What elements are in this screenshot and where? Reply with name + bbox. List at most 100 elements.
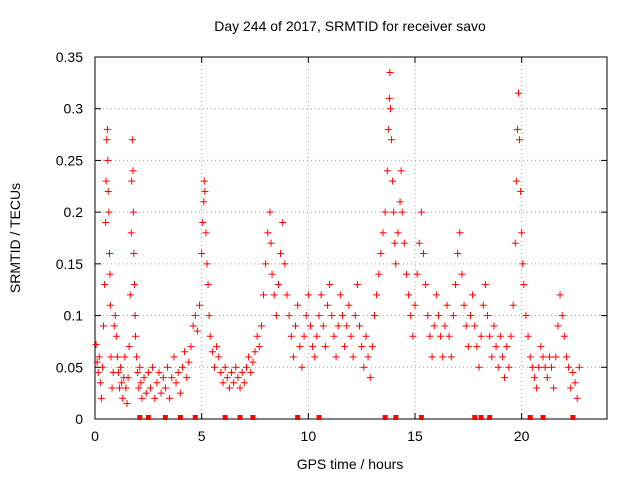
data-point [409, 332, 417, 340]
data-point [313, 332, 321, 340]
data-point [210, 363, 218, 371]
data-point [498, 353, 506, 361]
zero-marker [478, 415, 484, 420]
data-point [458, 270, 466, 278]
zero-marker [162, 415, 168, 420]
data-point [569, 368, 577, 376]
data-point [396, 198, 404, 206]
data-point [370, 312, 378, 320]
data-point [575, 363, 583, 371]
data-point [336, 291, 344, 299]
data-point [225, 384, 233, 392]
data-point [541, 363, 549, 371]
data-point [267, 239, 275, 247]
data-point [379, 229, 387, 237]
data-point [155, 368, 163, 376]
data-point [456, 229, 464, 237]
data-point [144, 368, 152, 376]
data-point [146, 384, 154, 392]
data-point [277, 250, 285, 258]
data-point [484, 312, 492, 320]
data-point [424, 312, 432, 320]
data-point [543, 374, 551, 382]
data-point [454, 250, 462, 258]
data-point [247, 368, 255, 376]
data-point [196, 301, 204, 309]
data-point [391, 239, 399, 247]
data-point [112, 332, 120, 340]
data-point [539, 353, 547, 361]
y-tick-label: 0.2 [64, 204, 84, 220]
data-point [449, 312, 457, 320]
data-point [537, 343, 545, 351]
data-point [266, 208, 274, 216]
data-point [135, 384, 143, 392]
data-point [170, 353, 178, 361]
zero-marker [472, 415, 478, 420]
data-point [129, 208, 137, 216]
zero-marker [487, 415, 493, 420]
data-point [394, 229, 402, 237]
data-point [405, 291, 413, 299]
data-point [102, 218, 110, 226]
data-point [128, 177, 136, 185]
data-point [119, 394, 127, 402]
data-point [522, 312, 530, 320]
data-point [149, 363, 157, 371]
data-point [434, 312, 442, 320]
data-point [326, 281, 334, 289]
data-point [104, 187, 112, 195]
data-point [103, 125, 111, 133]
data-point [223, 374, 231, 382]
data-point [548, 363, 556, 371]
y-tick-label: 0.25 [56, 152, 83, 168]
data-point [516, 136, 524, 144]
data-point [118, 379, 126, 387]
data-point [140, 374, 148, 382]
data-point [107, 353, 115, 361]
data-point [524, 332, 532, 340]
data-point [402, 270, 410, 278]
data-point [494, 363, 502, 371]
data-point [257, 322, 265, 330]
data-point [94, 368, 102, 376]
data-point [96, 379, 104, 387]
data-point [530, 374, 538, 382]
data-point [319, 322, 327, 330]
data-point [116, 384, 124, 392]
data-point [251, 348, 259, 356]
data-point [460, 301, 468, 309]
zero-marker [382, 415, 388, 420]
data-point [415, 239, 423, 247]
data-point [368, 343, 376, 351]
data-point [217, 368, 225, 376]
data-point [187, 343, 195, 351]
data-point [193, 327, 201, 335]
data-point [262, 260, 270, 268]
data-point [385, 94, 393, 102]
data-point [106, 301, 114, 309]
data-point [234, 374, 242, 382]
data-point [400, 239, 408, 247]
data-point [283, 291, 291, 299]
data-point [471, 322, 479, 330]
x-tick-label: 10 [301, 428, 317, 444]
data-point [552, 353, 560, 361]
data-point [285, 312, 293, 320]
chart-title: Day 244 of 2017, SRMTID for receiver sav… [214, 18, 486, 34]
data-point [311, 353, 319, 361]
data-point [447, 353, 455, 361]
data-point [535, 363, 543, 371]
zero-marker [250, 415, 256, 420]
zero-marker [137, 415, 143, 420]
data-point [332, 353, 340, 361]
data-point [103, 136, 111, 144]
data-point [168, 374, 176, 382]
y-axis-ticks: 0 0.05 0.1 0.15 0.2 0.25 0.3 0.35 [56, 49, 607, 427]
data-point [221, 363, 229, 371]
data-point [518, 229, 526, 237]
data-point [131, 312, 139, 320]
data-point [443, 301, 451, 309]
x-tick-label: 15 [407, 428, 423, 444]
data-point [281, 260, 289, 268]
